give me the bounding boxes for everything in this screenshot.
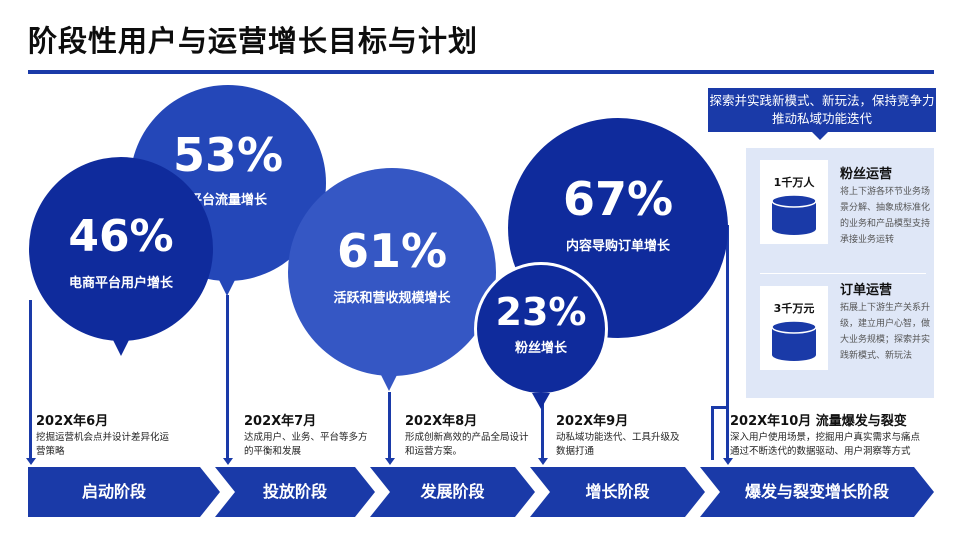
stat-value: 3千万元 [773,302,815,315]
milestone-date: 202X年6月 [36,414,109,429]
bubble-percent: 46% [68,211,174,262]
chevron-shape [700,467,934,517]
timeline-line-2 [226,295,229,460]
stat-card-fans: 1千万人 [760,160,828,244]
timeline-line-1 [29,300,32,460]
bubble-percent: 53% [172,128,284,182]
bubble-percent: 67% [562,172,674,226]
bubble-percent: 23% [495,290,587,334]
chevron-shape [530,467,705,517]
bubble-tail [380,373,398,391]
timeline-arrow-4 [538,458,548,465]
page-title: 阶段性用户与运营增长目标与计划 [28,24,479,58]
bubble-label: 内容导购订单增长 [565,239,670,254]
stage-chevron-growth: 增长阶段 [530,467,705,517]
timeline-line-3 [388,392,391,460]
panel-divider [760,273,926,274]
bubble-label: 电商平台用户增长 [68,276,173,291]
panel-text: 拓展上下游生产关系升级，建立用户心智，做大业务规模；探索并实践新模式、新玩法 [840,303,931,361]
bubble-tail [218,278,236,296]
bubble-revenue-growth: 61% 活跃和营收规模增长 [288,168,496,376]
stat-value: 1千万人 [773,176,815,189]
panel-title: 粉丝运营 [840,167,893,182]
timeline-connector-5 [711,406,729,409]
timeline-arrow-3 [385,458,395,465]
panel-title: 订单运营 [840,283,893,298]
stage-chevron-launch: 投放阶段 [215,467,375,517]
bubble-ecommerce-users: 46% 电商平台用户增长 [29,157,213,341]
timeline-line-5 [726,225,729,460]
timeline-arrow-2 [223,458,233,465]
bubble-label: 活跃和营收规模增长 [333,291,451,306]
bubble-percent: 61% [336,224,448,278]
chevron-shape [215,467,375,517]
stage-label: 爆发与裂变增长阶段 [744,482,889,501]
stage-chevron-explosion: 爆发与裂变增长阶段 [700,467,934,517]
milestone-date: 202X年9月 [556,414,629,429]
chevron-shape [370,467,535,517]
title-rule [28,70,934,74]
milestone-desc: 达成用户、业务、平台等多方的平衡和发展 [244,432,368,457]
milestone-desc: 挖掘运营机会点并设计差异化运营策略 [36,432,170,457]
chevron-shape [28,467,220,517]
milestone-desc: 动私域功能迭代、工具升级及数据打通 [556,432,680,457]
milestone-desc: 深入用户使用场景，挖掘用户真实需求与痛点通过不断迭代的数据驱动、用户洞察等方式 [730,432,921,457]
milestone-date: 202X年7月 [244,414,317,429]
callout-tail [812,132,828,140]
stage-label: 发展阶段 [420,482,485,501]
bubble-label: 粉丝增长 [514,341,567,356]
database-icon [771,320,817,361]
bubble-tail [532,393,550,409]
bubble-tail [112,338,130,356]
milestone-date: 202X年8月 [405,414,478,429]
database-icon [771,194,817,235]
stage-label: 增长阶段 [585,482,650,501]
stage-chevron-develop: 发展阶段 [370,467,535,517]
timeline-line-4 [541,372,544,460]
bubble-label: 平台流量增长 [188,193,267,208]
timeline-line-5b [711,408,714,460]
stage-label: 投放阶段 [262,482,327,501]
callout-box: 探索并实践新模式、新玩法，保持竞争力推动私域功能迭代 [708,88,936,132]
milestone-date: 202X年10月 流量爆发与裂变 [730,414,907,429]
stage-label: 启动阶段 [81,482,146,501]
timeline-arrow-1 [26,458,36,465]
stat-card-orders: 3千万元 [760,286,828,370]
bubble-fans: 23% 粉丝增长 [474,262,608,396]
panel-text: 将上下游各环节业务场景分解、抽象成标准化的业务和产品模型支持承接业务运转 [840,187,931,245]
milestone-desc: 形成创新高效的产品全局设计和运营方案。 [405,432,529,457]
timeline-arrow-5 [723,458,733,465]
stage-chevron-start: 启动阶段 [28,467,220,517]
